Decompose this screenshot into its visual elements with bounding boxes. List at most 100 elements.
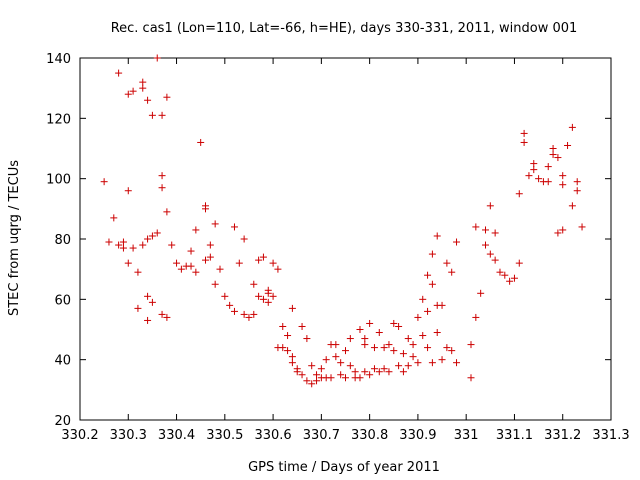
data-point [148, 111, 156, 119]
data-point [491, 256, 499, 264]
data-point [428, 359, 436, 367]
data-point [119, 238, 127, 246]
data-point [346, 362, 354, 370]
data-point [144, 316, 152, 324]
data-point [578, 223, 586, 231]
data-point [559, 172, 567, 180]
data-point [356, 374, 364, 382]
data-point [356, 326, 364, 333]
y-tick-label: 140 [46, 52, 71, 67]
data-point [264, 286, 272, 294]
data-point [433, 232, 441, 240]
data-point [467, 374, 475, 382]
data-point [279, 344, 287, 352]
x-tick-label: 330.4 [158, 428, 195, 443]
data-point [158, 184, 166, 192]
data-point [303, 335, 311, 343]
x-tick-label: 330.9 [399, 428, 436, 443]
data-point [342, 374, 349, 382]
data-point [163, 93, 171, 101]
data-point [274, 265, 282, 273]
y-tick-label: 120 [46, 112, 71, 127]
data-point [250, 310, 258, 318]
data-point [506, 277, 514, 285]
data-point [163, 313, 171, 321]
data-point [515, 190, 523, 198]
data-point [448, 347, 456, 355]
data-point [255, 292, 263, 300]
data-point [428, 280, 436, 288]
data-point [404, 335, 412, 343]
data-point [337, 359, 345, 367]
data-point [100, 178, 108, 186]
plot-frame [79, 57, 612, 421]
data-point [134, 268, 142, 276]
data-point [472, 223, 480, 231]
data-point [308, 380, 316, 388]
data-point [115, 69, 123, 77]
data-point [139, 241, 147, 249]
data-point [148, 232, 156, 240]
data-point [496, 268, 504, 276]
data-point [395, 322, 403, 330]
data-point [303, 377, 311, 385]
data-point [424, 307, 432, 315]
x-tick-label: 330.5 [206, 428, 243, 443]
data-point [313, 377, 321, 385]
data-point [206, 241, 214, 249]
data-point [424, 344, 432, 352]
data-point [240, 310, 248, 318]
data-point [414, 359, 422, 367]
data-point [510, 274, 518, 282]
data-point [544, 163, 552, 171]
data-point [269, 259, 277, 267]
data-point [129, 87, 137, 95]
data-point [124, 187, 132, 195]
data-point [380, 365, 388, 373]
data-point [110, 214, 118, 222]
data-point [399, 350, 407, 358]
data-point [158, 111, 166, 119]
data-point [192, 226, 200, 234]
data-point [250, 280, 258, 288]
data-point [438, 301, 446, 309]
data-point [554, 229, 562, 237]
data-point [342, 347, 349, 355]
data-point [168, 241, 176, 249]
data-point [144, 292, 152, 300]
data-point [554, 154, 562, 162]
data-point [385, 368, 393, 376]
data-point [308, 362, 316, 370]
data-point [530, 160, 538, 168]
data-point [448, 268, 456, 276]
data-point [129, 244, 137, 252]
data-point [346, 335, 354, 343]
chart-title: Rec. cas1 (Lon=110, Lat=-66, h=HE), days… [111, 21, 578, 36]
data-point [192, 268, 200, 276]
data-point [453, 238, 461, 246]
data-point [520, 138, 528, 146]
data-point [361, 335, 369, 343]
data-point [313, 371, 321, 379]
data-point [134, 304, 142, 312]
data-point [481, 226, 489, 234]
data-point [419, 295, 427, 303]
data-point [230, 307, 238, 315]
data-point [424, 271, 432, 279]
data-point [144, 96, 152, 104]
data-point [414, 313, 422, 321]
data-point [298, 322, 306, 330]
data-point [564, 141, 572, 149]
data-point [568, 202, 576, 210]
x-tick-label: 331.1 [496, 428, 533, 443]
data-point [481, 241, 489, 249]
x-tick-label: 330.3 [110, 428, 147, 443]
data-point [211, 280, 219, 288]
data-point [177, 265, 185, 273]
data-point [288, 359, 296, 367]
data-point [148, 298, 156, 306]
data-point [501, 271, 509, 279]
data-point [486, 250, 494, 258]
data-point [351, 368, 359, 376]
